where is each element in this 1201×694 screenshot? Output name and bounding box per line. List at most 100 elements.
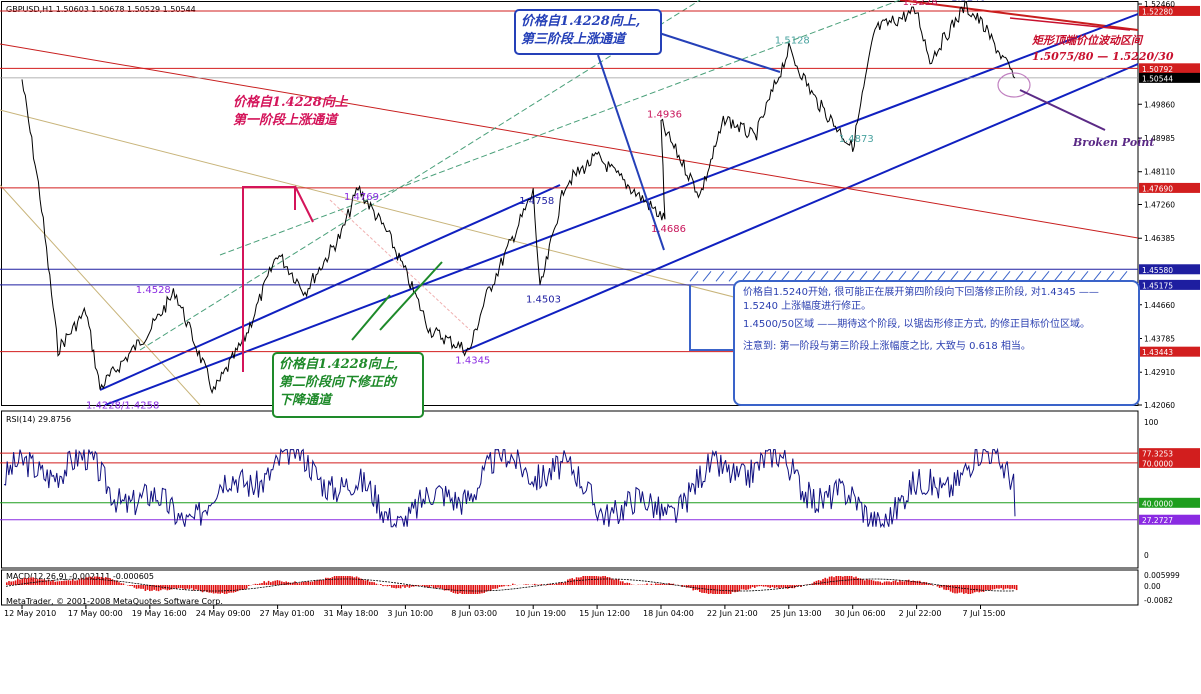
macd-bar bbox=[30, 578, 32, 585]
xtick-label-11: 22 Jun 21:00 bbox=[707, 609, 758, 618]
macd-bar bbox=[527, 584, 529, 585]
macd-bar bbox=[494, 585, 496, 589]
xtick-label-3: 24 May 09:00 bbox=[196, 609, 251, 618]
macd-bar bbox=[959, 585, 961, 593]
macd-bar bbox=[123, 583, 125, 585]
macd-bar bbox=[142, 585, 144, 589]
macd-bar bbox=[567, 579, 569, 585]
macd-bar bbox=[400, 585, 402, 588]
macd-bar bbox=[76, 580, 78, 585]
level-tag-text-4: 1.45175 bbox=[1142, 281, 1173, 290]
macd-bar bbox=[824, 578, 826, 585]
macd-bar bbox=[226, 585, 228, 594]
macd-bar bbox=[992, 585, 994, 590]
macd-bar bbox=[578, 577, 580, 585]
macd-bar bbox=[340, 576, 342, 585]
macd-bar bbox=[380, 584, 382, 585]
macd-bar bbox=[752, 585, 754, 587]
rsi-label: RSI(14) 29.8756 bbox=[6, 415, 71, 424]
macd-bar bbox=[490, 585, 492, 591]
macd-bar bbox=[336, 576, 338, 585]
level-tag-text-2: 1.47690 bbox=[1142, 184, 1173, 193]
macd-bar bbox=[743, 585, 745, 590]
macd-bar bbox=[585, 576, 587, 585]
macd-bar bbox=[70, 581, 72, 585]
macd-bar bbox=[875, 581, 877, 585]
price-label-11: 1.5240 bbox=[951, 0, 986, 3]
macd-bar bbox=[631, 584, 633, 585]
macd-bar bbox=[483, 585, 485, 593]
macd-bar bbox=[899, 580, 901, 585]
macd-bar bbox=[822, 579, 824, 585]
macd-bar bbox=[501, 585, 503, 587]
macd-bar bbox=[818, 580, 820, 585]
macd-bar bbox=[978, 585, 980, 592]
xtick-label-5: 31 May 18:00 bbox=[324, 609, 379, 618]
macd-bar bbox=[6, 582, 8, 585]
macd-bar bbox=[479, 585, 481, 594]
xtick-label-12: 25 Jun 13:00 bbox=[771, 609, 822, 618]
phase2-annotation: 价格自1.4228向上, 第二阶段向下修正的 下降通道 bbox=[272, 352, 424, 418]
macd-bar bbox=[745, 585, 747, 590]
macd-bar bbox=[235, 585, 237, 592]
macd-bar bbox=[684, 585, 686, 586]
macd-bar bbox=[994, 585, 996, 589]
macd-bar bbox=[655, 583, 657, 585]
macd-bar bbox=[761, 585, 763, 586]
macd-bar bbox=[756, 585, 758, 587]
phase1-line1: 价格自1.4228向上 bbox=[233, 94, 348, 112]
ytick-label-8: 1.47260 bbox=[1144, 201, 1175, 210]
macd-bar bbox=[402, 585, 404, 587]
macd-bar bbox=[624, 583, 626, 585]
macd-bar bbox=[981, 585, 983, 592]
ytick-label-9: 1.46385 bbox=[1144, 234, 1175, 243]
macd-bar bbox=[598, 576, 600, 585]
macd-bar bbox=[215, 585, 217, 593]
macd-bar bbox=[618, 579, 620, 585]
macd-bar bbox=[987, 585, 989, 590]
macd-bar bbox=[140, 585, 142, 589]
macd-bar bbox=[646, 584, 648, 585]
macd-bar bbox=[17, 579, 19, 585]
macd-bar bbox=[103, 578, 105, 585]
price-label-1: 1.4528 bbox=[136, 285, 171, 296]
macd-bar bbox=[963, 585, 965, 594]
macd-bar bbox=[728, 585, 730, 594]
macd-bar bbox=[365, 580, 367, 585]
macd-bar bbox=[901, 581, 903, 585]
macd-bar bbox=[406, 585, 408, 587]
current-price-text: 1.50544 bbox=[1142, 74, 1173, 83]
macd-bar bbox=[376, 584, 378, 585]
macd-bar bbox=[472, 585, 474, 594]
macd-bar bbox=[697, 585, 699, 590]
macd-bar bbox=[90, 577, 92, 585]
macd-bar bbox=[952, 585, 954, 593]
macd-bar bbox=[948, 585, 950, 590]
macd-bar bbox=[917, 581, 919, 585]
macd-bar bbox=[213, 585, 215, 594]
macd-bar bbox=[145, 585, 147, 591]
macd-bar bbox=[173, 585, 175, 588]
phase1-annotation: 价格自1.4228向上 第一阶段上涨通道 bbox=[233, 94, 348, 130]
macd-bar bbox=[191, 585, 193, 588]
macd-bar bbox=[615, 579, 617, 585]
macd-bar bbox=[989, 585, 991, 590]
macd-bar bbox=[477, 585, 479, 594]
phase2-line2: 第二阶段向下修正的 bbox=[279, 374, 417, 392]
note-line-1: 价格自1.5240开始, 很可能正在展开第四阶段向下回落修正阶段, 对1.434… bbox=[743, 286, 1130, 314]
macd-bar bbox=[774, 585, 776, 588]
macd-bar bbox=[54, 582, 56, 585]
macd-bar bbox=[763, 585, 765, 587]
macd-bar bbox=[589, 576, 591, 585]
macd-bar bbox=[389, 585, 391, 586]
macd-bar bbox=[884, 582, 886, 585]
macd-bar bbox=[956, 585, 958, 593]
macd-bar bbox=[369, 582, 371, 585]
macd-bar bbox=[976, 585, 978, 592]
macd-bar bbox=[195, 585, 197, 589]
ytick-label-6: 1.48110 bbox=[1144, 168, 1175, 177]
macd-bar bbox=[85, 577, 87, 585]
macd-bar bbox=[576, 577, 578, 585]
macd-bar bbox=[299, 583, 301, 585]
macd-bar bbox=[184, 585, 186, 589]
